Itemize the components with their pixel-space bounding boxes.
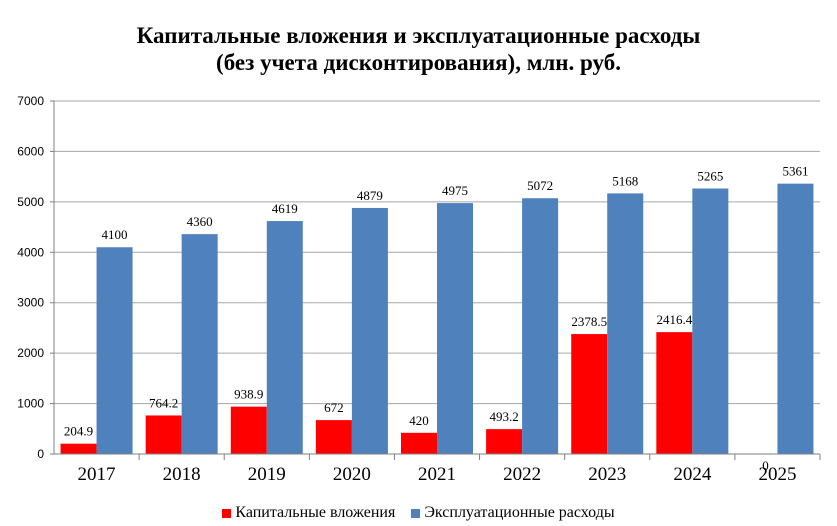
y-tick-label: 3000 <box>17 296 44 310</box>
data-label-operating: 5361 <box>782 164 808 179</box>
data-label-operating: 4879 <box>357 188 383 203</box>
data-label-capital: 938.9 <box>234 387 263 402</box>
data-label-capital: 420 <box>409 413 429 428</box>
data-label-capital: 0 <box>762 458 769 473</box>
chart-title-line-2: (без учета дисконтирования), млн. руб. <box>216 50 621 75</box>
x-tick-label: 2023 <box>588 464 626 485</box>
bar-capital <box>230 406 267 454</box>
y-tick-label: 4000 <box>17 245 44 259</box>
bar-operating <box>522 198 559 454</box>
legend-item-capital: Капитальные вложения <box>222 503 395 523</box>
x-tick-label: 2025 <box>758 464 796 485</box>
data-label-capital: 764.2 <box>149 395 178 410</box>
bar-operating <box>437 203 473 454</box>
legend-label-capital: Капитальные вложения <box>235 504 396 521</box>
chart-title-line-1: Капитальные вложения и эксплуатационные … <box>136 23 701 48</box>
data-label-operating: 4975 <box>442 183 468 198</box>
bar-operating <box>351 207 388 454</box>
x-tick-label: 2019 <box>248 464 286 485</box>
bar-operating <box>607 193 644 455</box>
x-tick-label: 2020 <box>333 464 371 485</box>
chart-legend: Капитальные вложения Эксплуатационные ра… <box>0 503 837 524</box>
data-label-capital: 493.2 <box>489 409 518 424</box>
legend-item-operating: Эксплуатационные расходы <box>411 503 615 523</box>
data-label-operating: 5265 <box>697 168 723 183</box>
x-tick-label: 2021 <box>418 464 456 485</box>
bar-capital <box>315 420 352 454</box>
data-label-operating: 5072 <box>527 178 553 193</box>
data-label-operating: 5168 <box>612 173 638 188</box>
bar-operating <box>692 188 729 454</box>
bar-capital <box>656 332 693 454</box>
legend-swatch-capital <box>222 508 232 518</box>
legend-label-operating: Эксплуатационные расходы <box>424 504 615 521</box>
data-label-capital: 672 <box>324 400 344 415</box>
x-tick-label: 2022 <box>503 464 541 485</box>
bar-capital <box>486 429 523 454</box>
x-tick-label: 2017 <box>78 464 116 485</box>
data-label-operating: 4619 <box>272 201 298 216</box>
bar-operating <box>266 221 303 454</box>
chart-title: Капитальные вложения и эксплуатационные … <box>0 22 837 76</box>
y-tick-label: 5000 <box>17 195 44 209</box>
data-label-capital: 2416.4 <box>656 312 692 327</box>
y-tick-label: 0 <box>37 447 44 461</box>
data-label-operating: 4360 <box>187 214 213 229</box>
data-label-capital: 2378.5 <box>571 314 607 329</box>
bar-operating <box>777 183 814 454</box>
bar-capital <box>401 432 437 454</box>
bar-capital <box>571 334 608 454</box>
x-tick-label: 2024 <box>673 464 712 485</box>
data-label-capital: 204.9 <box>64 424 93 439</box>
x-tick-label: 2018 <box>163 464 201 485</box>
bar-capital <box>60 443 97 454</box>
y-tick-label: 1000 <box>17 397 44 411</box>
y-tick-label: 7000 <box>17 94 44 108</box>
bar-operating <box>96 247 133 454</box>
bar-operating <box>181 234 218 454</box>
data-label-operating: 4100 <box>102 227 128 242</box>
bar-capital <box>145 415 182 454</box>
y-tick-label: 2000 <box>17 346 44 360</box>
y-tick-label: 6000 <box>17 144 44 158</box>
legend-swatch-operating <box>411 508 421 518</box>
